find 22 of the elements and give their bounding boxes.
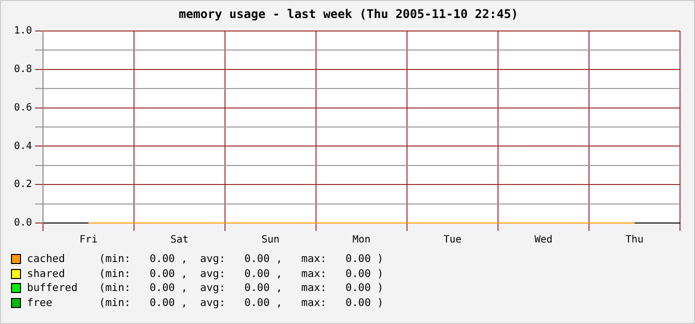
y-tick-label: 0.0: [14, 218, 32, 229]
y-tick-label: 0.8: [14, 64, 32, 75]
y-tick-label: 0.6: [14, 102, 32, 114]
text: (min: 0.00 , avg: 0.00 , max: 0.00 ): [99, 266, 384, 281]
y-tick-label: 1.0: [14, 26, 32, 37]
x-tick-label: Tue: [443, 234, 462, 246]
text: (min: 0.00 , avg: 0.00 , max: 0.00 ): [99, 296, 384, 310]
x-tick-label: Thu: [625, 234, 644, 246]
x-tick-label: Fri: [80, 234, 98, 246]
legend-label: shared: [27, 266, 66, 281]
legend-label: cached: [27, 252, 66, 266]
legend-label: free: [27, 296, 54, 310]
text: (min: 0.00 , avg: 0.00 , max: 0.00 ): [99, 252, 384, 266]
x-tick-label: Wed: [534, 234, 553, 246]
x-tick-label: Sat: [170, 234, 189, 246]
text: (min: 0.00 , avg: 0.00 , max: 0.00 ): [99, 281, 384, 296]
y-tick-label: 0.2: [14, 179, 32, 190]
x-tick-label: Sun: [262, 234, 280, 246]
legend-label: buffered: [27, 281, 79, 296]
x-tick-label: Mon: [352, 234, 371, 246]
chart-title: memory usage - last week (Thu 2005-11-10 22:45): [178, 7, 520, 21]
y-tick-label: 0.4: [14, 140, 32, 152]
